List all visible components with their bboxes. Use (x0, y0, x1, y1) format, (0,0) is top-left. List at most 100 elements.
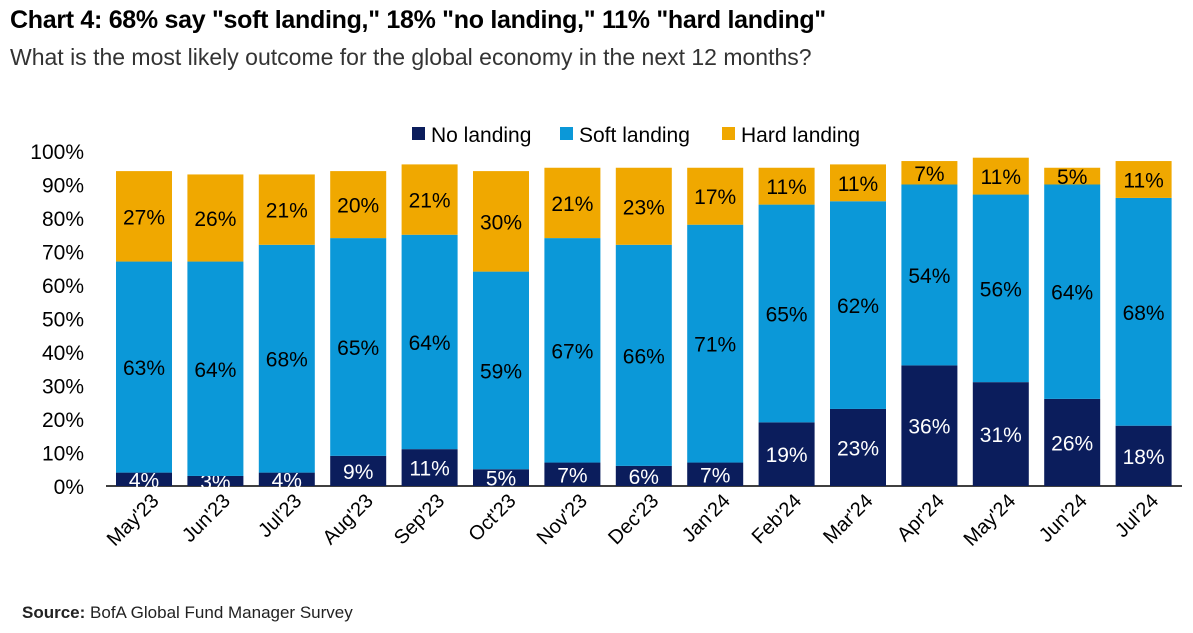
bar-no-landing (901, 365, 958, 486)
bar-soft-landing (258, 244, 315, 473)
data-label: 67% (551, 340, 593, 363)
data-label: 68% (1123, 302, 1165, 325)
x-tick-label: Jun'23 (178, 490, 235, 547)
y-tick-label: 70% (42, 242, 84, 265)
bar-hard-landing (116, 171, 172, 262)
x-tick-label: May'23 (103, 490, 164, 551)
bar-hard-landing (258, 174, 315, 245)
bar-no-landing (187, 475, 244, 486)
data-label: 11% (766, 176, 806, 199)
y-tick-label: 10% (42, 443, 84, 466)
y-tick-label: 50% (42, 309, 84, 332)
data-label: 21% (409, 190, 451, 213)
data-label: 6% (629, 466, 659, 489)
x-tick-label: Dec'23 (604, 490, 663, 549)
data-label: 65% (337, 337, 379, 360)
bar-hard-landing (401, 164, 458, 235)
bar-hard-landing (901, 161, 958, 185)
y-tick-label: 30% (42, 376, 84, 399)
source-text: BofA Global Fund Manager Survey (85, 603, 353, 622)
y-tick-label: 20% (42, 409, 84, 432)
bar-soft-landing (758, 204, 815, 423)
data-label: 64% (194, 359, 236, 382)
x-tick-label: Jan'24 (678, 490, 735, 547)
bar-soft-landing (687, 224, 744, 463)
data-label: 31% (980, 424, 1022, 447)
bar-soft-landing (544, 238, 601, 463)
x-tick-label: Sep'23 (390, 490, 449, 549)
bar-soft-landing (1044, 184, 1101, 399)
bar-hard-landing (473, 171, 529, 272)
bar-no-landing (473, 469, 529, 486)
data-label: 7% (557, 464, 587, 487)
bar-no-landing (401, 449, 458, 486)
data-label: 62% (837, 295, 879, 318)
x-tick-label: Oct'23 (465, 490, 521, 546)
data-label: 59% (480, 360, 522, 383)
legend-swatch (560, 127, 573, 140)
x-tick-label: Mar'24 (819, 490, 877, 548)
data-label: 64% (409, 332, 451, 355)
bar-no-landing (615, 465, 672, 486)
chart-title: Chart 4: 68% say "soft landing," 18% "no… (10, 6, 826, 34)
data-label: 11% (838, 173, 878, 196)
data-label: 11% (981, 166, 1021, 189)
data-label: 26% (194, 208, 236, 231)
bar-no-landing (830, 408, 886, 486)
bar-no-landing (330, 455, 387, 486)
bar-no-landing (1044, 398, 1101, 486)
data-label: 5% (486, 468, 516, 491)
x-tick-label: Aug'23 (319, 490, 378, 549)
data-label: 64% (1051, 282, 1093, 305)
data-label: 9% (343, 461, 373, 484)
bar-hard-landing (187, 174, 244, 262)
data-label: 11% (409, 458, 449, 481)
bar-hard-landing (758, 167, 815, 205)
data-label: 56% (980, 278, 1022, 301)
x-tick-label: May'24 (960, 490, 1021, 551)
data-label: 4% (129, 469, 159, 492)
data-label: 21% (551, 193, 593, 216)
data-label: 65% (766, 303, 808, 326)
legend-label: No landing (431, 124, 531, 147)
chart-subtitle: What is the most likely outcome for the … (10, 44, 812, 70)
data-label: 18% (1123, 446, 1165, 469)
bar-no-landing (1115, 425, 1172, 486)
data-label: 36% (908, 416, 950, 439)
data-label: 26% (1051, 432, 1093, 455)
data-label: 7% (700, 464, 730, 487)
bar-hard-landing (972, 157, 1029, 195)
x-tick-label: Feb'24 (748, 490, 806, 548)
bar-no-landing (258, 472, 315, 486)
bar-hard-landing (330, 171, 387, 239)
bar-soft-landing (1115, 197, 1172, 426)
bar-no-landing (116, 472, 172, 486)
data-label: 7% (914, 163, 944, 186)
data-label: 23% (837, 437, 879, 460)
data-label: 20% (337, 195, 379, 218)
data-label: 17% (694, 186, 736, 209)
x-tick-label: Jul'24 (1111, 490, 1163, 542)
bar-hard-landing (830, 164, 886, 202)
legend-label: Hard landing (741, 124, 860, 147)
bar-no-landing (972, 382, 1029, 486)
y-tick-label: 60% (42, 275, 84, 298)
data-label: 63% (123, 357, 165, 380)
bar-no-landing (687, 462, 744, 486)
x-tick-label: Nov'23 (533, 490, 592, 549)
data-label: 27% (123, 206, 165, 229)
data-label: 19% (766, 444, 808, 467)
y-tick-label: 0% (54, 476, 84, 499)
y-tick-label: 90% (42, 175, 84, 198)
x-tick-label: Jun'24 (1035, 490, 1092, 547)
data-label: 30% (480, 211, 522, 234)
bar-soft-landing (830, 201, 886, 409)
data-label: 54% (908, 265, 950, 288)
bar-soft-landing (972, 194, 1029, 383)
source-note: Source: BofA Global Fund Manager Survey (22, 603, 353, 623)
data-label: 3% (200, 471, 230, 494)
bar-soft-landing (901, 184, 958, 366)
data-label: 11% (1123, 169, 1163, 192)
bar-soft-landing (116, 261, 172, 473)
